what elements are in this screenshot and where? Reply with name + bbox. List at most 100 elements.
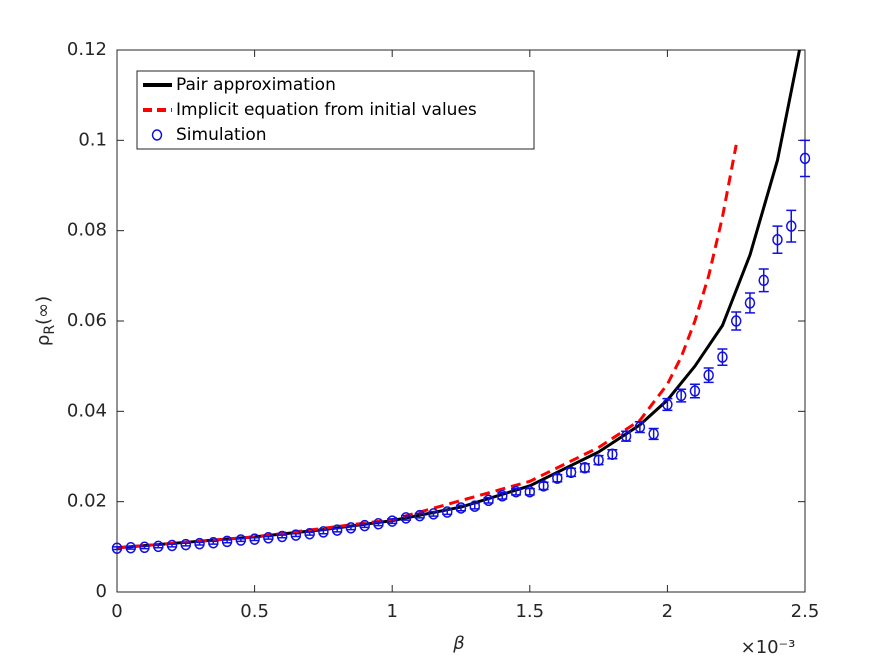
- y-tick-label: 0.02: [67, 491, 107, 512]
- legend-marker: [151, 129, 163, 141]
- sim-point: [235, 534, 247, 546]
- sim-point: [428, 508, 439, 520]
- sim-point: [414, 509, 425, 522]
- sim-point: [359, 519, 370, 532]
- y-label-tail: (∞): [33, 296, 54, 325]
- sim-point: [331, 524, 343, 536]
- error-bar: [167, 543, 178, 548]
- error-bar: [277, 534, 288, 539]
- sim-point: [552, 472, 563, 484]
- error-bar: [428, 510, 439, 517]
- error-bar: [153, 544, 164, 549]
- sim-point: [607, 448, 618, 460]
- sim-point: [318, 526, 329, 538]
- sim-point: [510, 485, 522, 498]
- legend: Pair approximation Implicit equation from…: [136, 70, 535, 150]
- sim-point: [455, 502, 467, 514]
- error-bar: [758, 268, 769, 293]
- y-tick-label: 0.1: [78, 129, 107, 150]
- x-multiplier: ×10⁻³: [741, 637, 796, 658]
- error-bar: [442, 509, 453, 516]
- sim-point: [689, 385, 701, 397]
- error-bar: [249, 537, 260, 542]
- y-label-base: ρ: [33, 335, 54, 346]
- y-label-sub: R: [42, 325, 58, 335]
- error-bar: [772, 225, 783, 254]
- x-tick-label: 0.5: [240, 601, 269, 622]
- error-bar: [222, 539, 233, 544]
- sim-point: [799, 152, 811, 165]
- sim-point: [304, 527, 315, 540]
- y-tick-label: 0.12: [67, 39, 107, 60]
- sim-point: [386, 515, 398, 527]
- sim-point: [180, 538, 192, 551]
- sim-point: [111, 542, 123, 554]
- error-bar: [359, 523, 370, 529]
- error-bar: [180, 542, 191, 547]
- error-bar: [125, 545, 136, 550]
- y-tick-label: 0: [96, 581, 107, 602]
- sim-point: [194, 537, 205, 550]
- sim-point: [345, 522, 357, 534]
- y-axis-label: ρR(∞): [33, 296, 58, 346]
- sim-point: [662, 398, 673, 411]
- sim-point: [249, 533, 260, 545]
- sim-point: [153, 540, 164, 553]
- error-bar: [414, 512, 425, 519]
- legend-label: Simulation: [176, 125, 267, 145]
- error-bar: [208, 540, 219, 545]
- error-bar: [194, 541, 205, 546]
- sim-point: [772, 233, 783, 246]
- x-tick-label: 0: [111, 601, 122, 622]
- sim-point: [221, 535, 233, 548]
- error-bar: [290, 532, 301, 538]
- sim-point: [263, 532, 274, 544]
- sim-point: [400, 512, 412, 524]
- error-bar: [263, 535, 274, 540]
- sim-point: [634, 421, 646, 433]
- x-axis-label: β: [452, 633, 465, 654]
- sim-point: [441, 506, 453, 518]
- sim-point: [758, 274, 769, 287]
- sim-point: [717, 351, 728, 363]
- error-bar: [800, 139, 810, 178]
- error-bar: [786, 209, 797, 243]
- sim-point: [373, 518, 384, 530]
- y-tick-label: 0.04: [67, 400, 107, 421]
- dashed-series: [117, 144, 738, 550]
- error-bar: [304, 531, 315, 536]
- sim-point: [166, 539, 178, 552]
- sim-point: [744, 297, 756, 309]
- error-bar: [676, 388, 687, 403]
- error-bar: [112, 546, 122, 551]
- sim-point: [538, 480, 549, 492]
- y-tick-label: 0.08: [67, 220, 107, 241]
- error-bar: [318, 529, 329, 535]
- error-bar: [373, 521, 384, 527]
- sim-point: [703, 369, 714, 381]
- error-bar: [744, 292, 755, 314]
- error-bar: [662, 397, 673, 412]
- error-bar: [345, 525, 356, 531]
- sim-point: [290, 529, 302, 541]
- error-bar: [387, 518, 398, 525]
- error-bar: [332, 527, 343, 533]
- x-tick-label: 1.5: [515, 601, 544, 622]
- sim-point: [469, 500, 481, 512]
- sim-point: [620, 430, 632, 442]
- sim-point: [139, 541, 150, 554]
- legend-label: Implicit equation from initial values: [176, 100, 477, 120]
- sim-point: [524, 485, 536, 498]
- error-bar: [731, 311, 742, 331]
- error-bar: [235, 537, 246, 543]
- sim-point: [497, 490, 508, 502]
- sim-point: [648, 428, 659, 440]
- x-tick-label: 1: [386, 601, 397, 622]
- legend-label: Pair approximation: [176, 75, 336, 95]
- x-tick-label: 2: [662, 601, 673, 622]
- sim-point: [730, 315, 742, 327]
- sim-point: [276, 530, 288, 543]
- error-bar: [400, 514, 411, 521]
- sim-point: [675, 389, 687, 402]
